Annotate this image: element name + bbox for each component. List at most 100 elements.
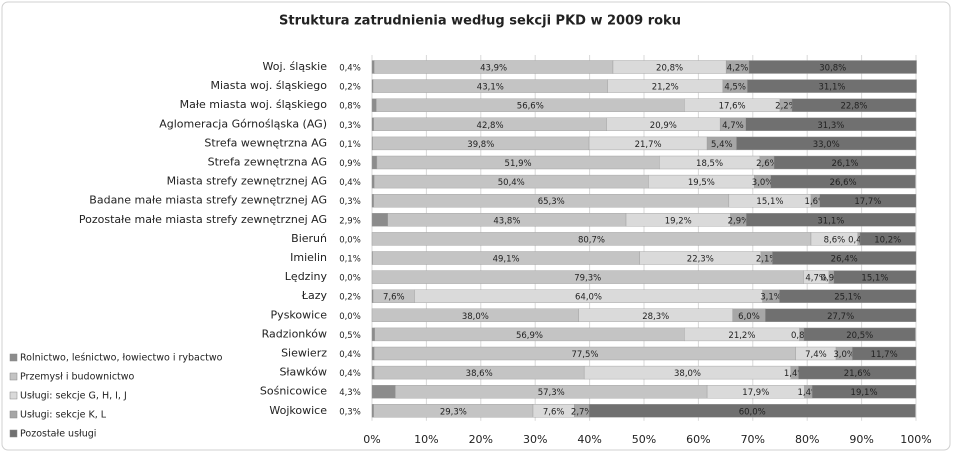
bar-segment: [811, 385, 917, 399]
x-tick-label: 10%: [414, 433, 438, 446]
y-tick-label: Imielin: [290, 251, 327, 264]
data-label: 4,7%: [805, 274, 827, 284]
data-label: 0,3%: [339, 407, 361, 417]
data-label: 20,5%: [846, 331, 873, 341]
bar-segment: [747, 79, 917, 93]
data-label: 0,2%: [339, 293, 361, 303]
bar-segment: [772, 251, 917, 265]
data-label: 4,2%: [727, 64, 749, 74]
bar-segment: [371, 117, 374, 132]
data-label: 51,9%: [505, 159, 532, 169]
data-label: 42,8%: [477, 121, 504, 131]
data-label: 25,1%: [834, 293, 861, 303]
bar-segment: [748, 60, 917, 74]
bar-segment: [770, 174, 916, 189]
data-label: 0,5%: [339, 331, 361, 341]
data-label: 22,8%: [840, 102, 867, 112]
bar-segment: [588, 404, 916, 418]
y-tick-label: Łazy: [301, 289, 328, 302]
x-tick-label: 90%: [849, 433, 873, 446]
y-tick-label: Woj. śląskie: [263, 60, 328, 73]
data-label: 38,0%: [462, 312, 489, 322]
y-tick-label: Miasta strefy zewnętrznej AG: [167, 175, 327, 188]
bar-segment: [746, 213, 916, 227]
data-label: 0,9%: [339, 159, 361, 169]
y-tick-label: Strefa wewnętrzna AG: [204, 136, 327, 149]
data-label: 64,0%: [575, 293, 602, 303]
data-label: 1,6%: [805, 197, 827, 207]
data-label: 38,0%: [674, 369, 701, 379]
x-tick-label: 50%: [632, 433, 656, 446]
data-label: 29,3%: [440, 407, 467, 417]
data-label: 43,9%: [480, 64, 507, 74]
x-tick-label: 40%: [577, 433, 601, 446]
x-tick-label: 0%: [363, 433, 380, 446]
data-label: 0,0%: [339, 312, 361, 322]
data-label: 50,4%: [498, 178, 525, 188]
data-label: 79,3%: [574, 274, 601, 284]
data-label: 33,0%: [813, 140, 840, 150]
y-tick-label: Strefa zewnętrzna AG: [208, 156, 327, 169]
data-label: 56,6%: [517, 102, 544, 112]
data-label: 17,9%: [742, 388, 769, 398]
y-tick-label: Wojkowice: [269, 404, 327, 417]
data-label: 18,5%: [696, 159, 723, 169]
data-label: 21,2%: [728, 331, 755, 341]
data-label: 4,7%: [722, 121, 744, 131]
data-label: 0,4%: [339, 350, 361, 360]
data-label: 8,6%: [824, 235, 846, 245]
y-tick-label: Badane małe miasta strefy zewnętrznej AG: [89, 194, 327, 207]
data-label: 2,9%: [339, 216, 361, 226]
bar-segment: [791, 98, 917, 112]
legend-swatch: [9, 391, 18, 400]
data-label: 11,7%: [871, 350, 898, 360]
data-label: 65,3%: [538, 197, 565, 207]
bar-segment: [371, 346, 375, 361]
y-tick-label: Radzionków: [262, 327, 327, 340]
bar-segment: [745, 117, 917, 132]
x-tick-label: 30%: [523, 433, 547, 446]
y-tick-label: Bieruń: [291, 232, 327, 245]
bar-segment: [803, 327, 916, 342]
data-label: 0,1%: [339, 255, 361, 265]
y-tick-label: Miasta woj. śląskiego: [210, 79, 327, 92]
chart-title: Struktura zatrudnienia według sekcji PKD…: [279, 14, 681, 29]
y-tick-label: Pyskowice: [271, 308, 328, 321]
bar-segment: [371, 385, 396, 399]
data-label: 3,1%: [760, 293, 782, 303]
bar-segment: [773, 155, 917, 170]
bar-segment: [798, 365, 917, 380]
data-label: 31,1%: [817, 216, 844, 226]
x-tick-label: 60%: [686, 433, 710, 446]
legend-swatch: [9, 410, 18, 419]
data-label: 43,1%: [477, 83, 504, 93]
data-label: 30,8%: [819, 64, 846, 74]
bar-segment: [833, 270, 917, 284]
legend-label: Pozostałe usługi: [20, 429, 96, 440]
data-label: 19,5%: [688, 178, 715, 188]
x-tick-label: 100%: [900, 433, 931, 446]
y-tick-label: Sławków: [279, 366, 327, 379]
x-tick-label: 20%: [469, 433, 493, 446]
bar-segment: [371, 193, 374, 208]
data-label: 0,9%: [821, 274, 843, 284]
data-label: 26,4%: [831, 255, 858, 265]
data-label: 28,3%: [642, 312, 669, 322]
bar-segment: [371, 98, 377, 112]
data-label: 2,6%: [756, 159, 778, 169]
bar-segment: [779, 289, 917, 303]
data-label: 31,1%: [818, 83, 845, 93]
data-label: 17,6%: [719, 102, 746, 112]
y-tick-label: Siewierz: [281, 347, 327, 360]
data-label: 3,0%: [752, 178, 774, 188]
bar-segment: [371, 365, 375, 380]
data-label: 2,7%: [571, 407, 593, 417]
data-label: 4,5%: [724, 83, 746, 93]
data-label: 0,0%: [339, 274, 361, 284]
data-label: 2,2%: [775, 102, 797, 112]
data-label: 43,8%: [493, 216, 520, 226]
data-label: 20,9%: [650, 121, 677, 131]
bar-segment: [819, 193, 917, 208]
data-label: 2,1%: [756, 255, 778, 265]
